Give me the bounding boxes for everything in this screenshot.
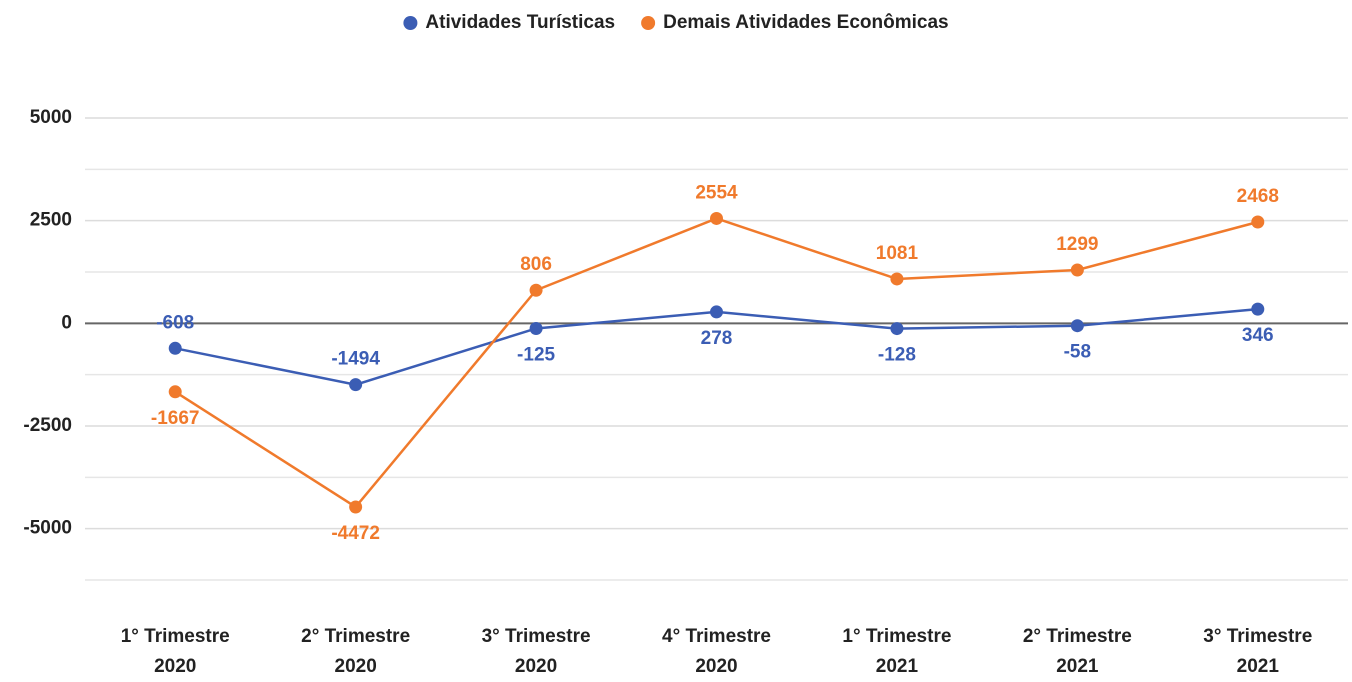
data-point (168, 341, 182, 355)
data-label: -125 (517, 344, 555, 365)
data-label: 1081 (876, 243, 919, 264)
y-tick-label: 0 (61, 312, 72, 333)
data-point (529, 283, 543, 297)
data-point (890, 272, 904, 286)
data-point (710, 305, 723, 319)
x-tick-label: 2° Trimestre 2020 (301, 626, 411, 677)
data-label: -1494 (331, 349, 380, 370)
x-tick-label: 3° Trimestre 2020 (481, 626, 591, 677)
data-label: -608 (156, 312, 194, 333)
data-point (1251, 215, 1265, 229)
y-tick-label: 2500 (30, 210, 72, 231)
x-tick-label: 3° Trimestre 2021 (1203, 626, 1313, 677)
data-label: -4472 (331, 523, 380, 544)
legend-marker (403, 16, 418, 30)
data-label: 346 (1242, 325, 1274, 346)
data-label: 2468 (1237, 186, 1279, 207)
data-point (349, 378, 363, 392)
x-tick-label: 1° Trimestre 2020 (120, 626, 230, 677)
data-label: 2554 (695, 182, 738, 203)
data-label: -128 (878, 345, 916, 366)
data-point (710, 211, 723, 225)
x-tick-label: 1° Trimestre 2021 (842, 626, 952, 677)
data-point (349, 500, 363, 514)
x-tick-label: 2° Trimestre 2021 (1022, 626, 1132, 677)
x-tick-label: 4° Trimestre 2020 (662, 626, 771, 677)
data-label: 806 (520, 254, 552, 275)
data-label: -58 (1064, 342, 1091, 363)
data-label: 1299 (1056, 234, 1098, 255)
y-tick-label: -5000 (23, 518, 72, 539)
legend-label: Atividades Turísticas (425, 12, 615, 33)
data-point (1070, 263, 1084, 277)
data-point (1251, 302, 1265, 316)
legend-marker (641, 16, 656, 30)
data-label: -1667 (151, 408, 200, 429)
data-point (168, 385, 182, 399)
legend-label: Demais Atividades Econômicas (663, 12, 948, 33)
data-point (529, 321, 543, 335)
y-tick-label: -2500 (23, 415, 72, 436)
data-point (1070, 319, 1084, 333)
data-point (890, 322, 904, 336)
y-tick-label: 5000 (30, 107, 72, 128)
data-label: 278 (701, 328, 733, 349)
